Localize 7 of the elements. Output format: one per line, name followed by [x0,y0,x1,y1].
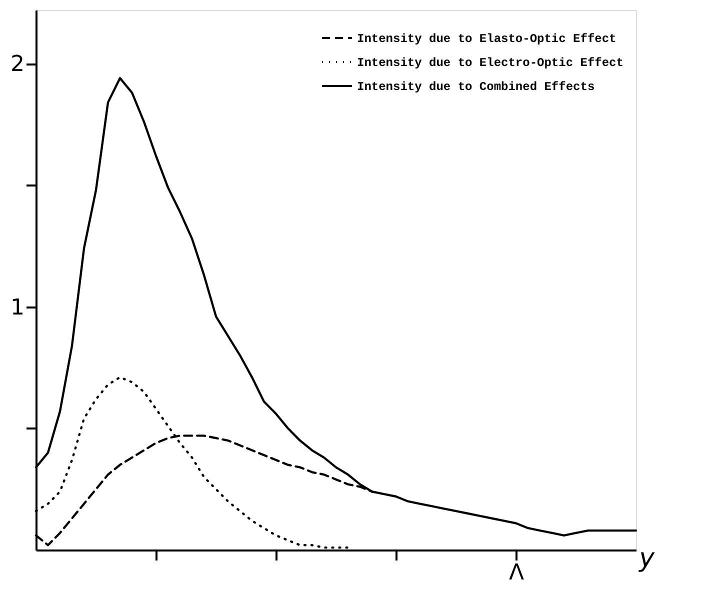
legend-label: Intensity due to Combined Effects [357,80,595,94]
x-axis-title: y [638,544,656,574]
legend-label: Intensity due to Elasto-Optic Effect [357,32,616,46]
x-tick-label: Λ [508,560,524,586]
y-tick-label: 2 [10,52,24,78]
legend-label: Intensity due to Electro-Optic Effect [357,56,624,70]
y-tick-label: 1 [10,295,24,320]
